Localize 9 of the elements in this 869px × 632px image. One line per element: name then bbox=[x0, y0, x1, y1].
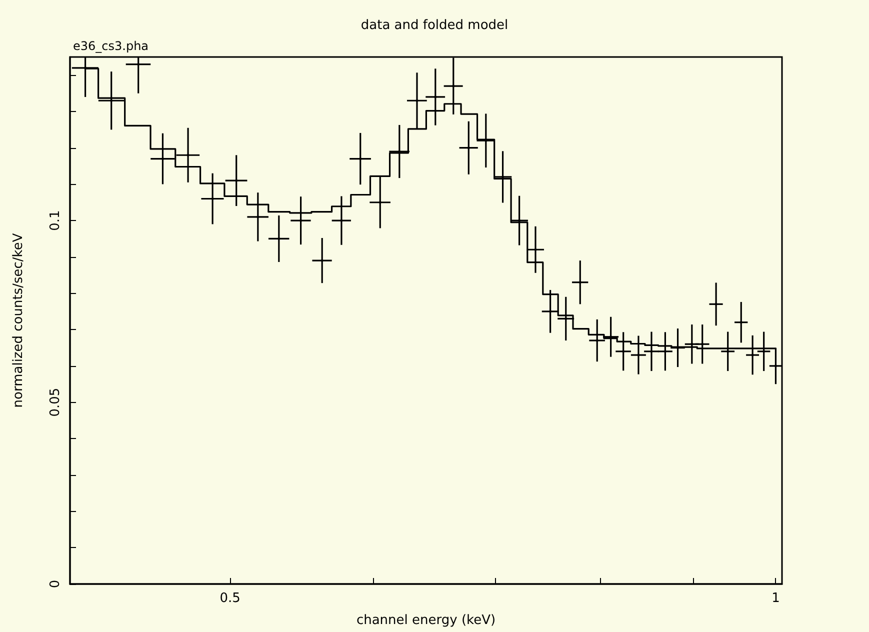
chart-subtitle: e36_cs3.pha bbox=[73, 39, 149, 53]
chart-title: data and folded model bbox=[360, 18, 508, 33]
y-axis-title: normalized counts/sec/keV bbox=[11, 233, 26, 408]
x-tick-label: 0.5 bbox=[220, 591, 240, 606]
y-tick-label: 0.1 bbox=[48, 210, 63, 231]
x-tick-label: 1 bbox=[772, 591, 780, 606]
x-axis-title: channel energy (keV) bbox=[356, 613, 496, 628]
y-tick-label: 0.05 bbox=[48, 388, 63, 417]
y-tick-label: 0 bbox=[48, 580, 63, 588]
